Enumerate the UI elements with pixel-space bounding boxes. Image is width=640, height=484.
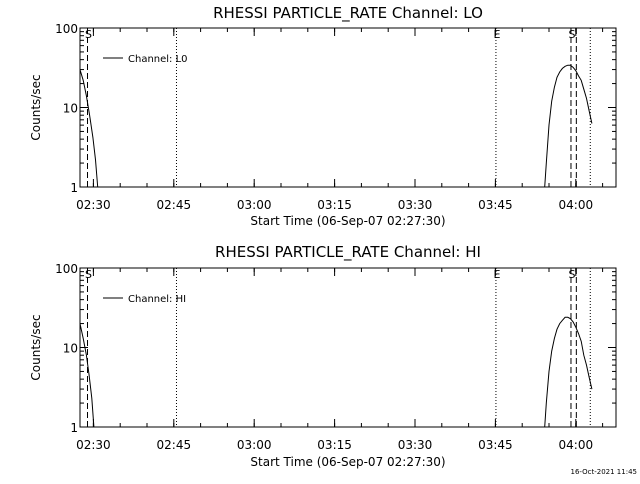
y-tick-label: 10 bbox=[63, 102, 78, 116]
event-marker-label: S bbox=[85, 28, 92, 41]
x-tick-label: 03:45 bbox=[478, 438, 513, 452]
x-tick-label: 02:30 bbox=[76, 438, 111, 452]
y-tick-label: 1 bbox=[70, 181, 78, 195]
y-axis-label: Counts/sec bbox=[29, 74, 43, 140]
x-tick-label: 03:00 bbox=[237, 438, 272, 452]
x-tick-label: 02:30 bbox=[76, 198, 111, 212]
series-line bbox=[544, 64, 593, 187]
chart-title: RHESSI PARTICLE_RATE Channel: LO bbox=[213, 4, 483, 23]
event-marker-label: E bbox=[493, 268, 500, 281]
footer-timestamp: 16-Oct-2021 11:45 bbox=[571, 468, 637, 476]
x-axis-label: Start Time (06-Sep-07 02:27:30) bbox=[250, 455, 445, 469]
chart-panel-lo: RHESSI PARTICLE_RATE Channel: LO 1 10 100 02… bbox=[29, 4, 617, 228]
plot-frame bbox=[79, 267, 617, 428]
chart-panel-hi: RHESSI PARTICLE_RATE Channel: HI 1 10 100 02… bbox=[29, 243, 617, 469]
x-tick-label: 02:45 bbox=[157, 198, 192, 212]
series-line bbox=[544, 316, 593, 427]
x-tick-label: 04:00 bbox=[559, 438, 594, 452]
x-tick-label: 03:30 bbox=[398, 198, 433, 212]
legend-label: Channel: HI bbox=[128, 294, 186, 305]
x-tick-label: 04:00 bbox=[559, 198, 594, 212]
x-tick-label: 03:00 bbox=[237, 198, 272, 212]
x-tick-label: 03:15 bbox=[317, 198, 352, 212]
x-tick-label: 03:30 bbox=[398, 438, 433, 452]
y-axis-label: Counts/sec bbox=[29, 314, 43, 380]
y-tick-label: 100 bbox=[55, 22, 78, 36]
x-tick-label: 02:45 bbox=[157, 438, 192, 452]
chart-title: RHESSI PARTICLE_RATE Channel: HI bbox=[215, 243, 481, 262]
event-marker-label: S bbox=[568, 28, 575, 41]
event-marker-label: S bbox=[568, 268, 575, 281]
event-marker-label: S bbox=[85, 268, 92, 281]
x-tick-label: 03:45 bbox=[478, 198, 513, 212]
series-line bbox=[80, 323, 95, 427]
y-tick-label: 1 bbox=[70, 421, 78, 435]
y-tick-label: 10 bbox=[63, 342, 78, 356]
event-marker-label: E bbox=[493, 28, 500, 41]
legend-label: Channel: L0 bbox=[128, 54, 188, 65]
x-axis-label: Start Time (06-Sep-07 02:27:30) bbox=[250, 214, 445, 228]
y-tick-label: 100 bbox=[55, 262, 78, 276]
x-tick-label: 03:15 bbox=[317, 438, 352, 452]
series-line bbox=[80, 69, 99, 187]
plot-frame bbox=[79, 27, 617, 188]
